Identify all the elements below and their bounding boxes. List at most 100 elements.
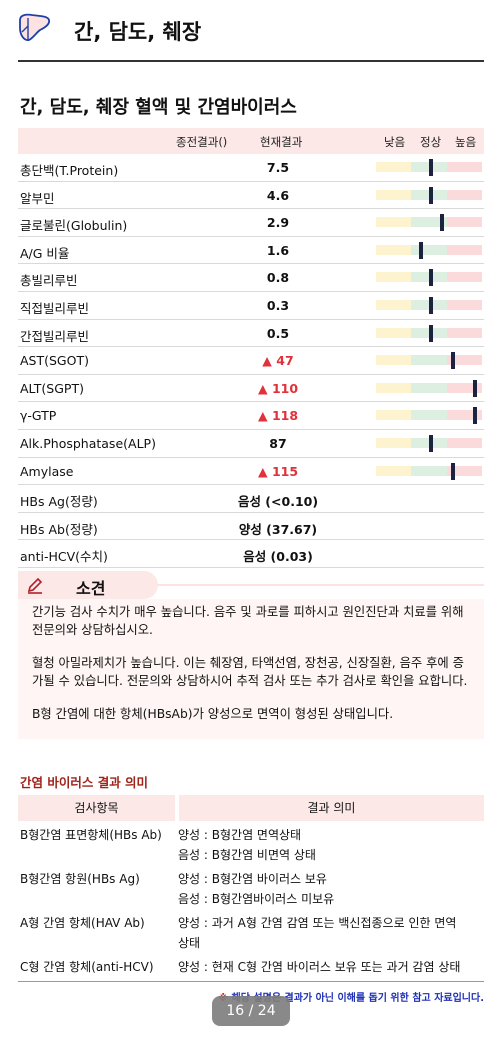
test-name: 총단백(T.Protein) — [20, 163, 119, 178]
virus-table: 검사항목 결과 의미 B형간염 표면항체(HBs Ab) 양성 : B형간염 면역… — [18, 795, 484, 981]
test-value: ▲ 110 — [240, 381, 316, 396]
value-text: 118 — [271, 408, 299, 424]
gauge-zone-low — [376, 162, 411, 172]
value-text: 양성 (37.67) — [238, 521, 318, 537]
footnote-text: 해당 설명은 결과가 아닌 이해를 돕기 위한 참고 자료입니다. — [231, 993, 484, 1004]
gauge-zone-norm — [411, 355, 447, 366]
col-high: 높음 — [455, 135, 477, 149]
gauge-zone-hi — [447, 244, 482, 255]
gauge-zone-hi — [447, 327, 482, 338]
virus-row: B형간염 항원(HBs Ag) 양성 : B형간염 바이러스 보유 음성 : B형간… — [18, 869, 484, 913]
value-text: 2.9 — [266, 215, 290, 231]
value-text: 1.6 — [266, 242, 290, 258]
page-indicator: 16 / 24 — [212, 996, 290, 1026]
opinion-label: 소견 — [76, 579, 106, 598]
test-value: 0.8 — [240, 270, 316, 285]
table-row: 총빌리루빈 0.8 — [18, 264, 484, 292]
test-value: ▲ 115 — [240, 464, 316, 479]
pencil-icon — [27, 577, 43, 594]
test-name: γ-GTP — [20, 408, 57, 424]
value-text: 0.8 — [266, 270, 290, 286]
value-text: 음성 (0.03) — [243, 549, 313, 565]
gauge-zone-low — [376, 382, 411, 393]
test-name: HBs Ag(정량) — [20, 494, 98, 510]
gauge-zone-norm — [411, 299, 447, 310]
col-low: 낮음 — [384, 135, 406, 149]
test-name: 직접빌리루빈 — [20, 300, 90, 316]
gauge-zone-low — [376, 272, 411, 283]
virus-result-meaning: 양성 : B형간염 면역상태 음성 : B형간염 비면역 상태 — [178, 825, 484, 865]
table-row: 알부민 4.6 — [18, 182, 484, 210]
range-gauge — [376, 407, 482, 425]
test-name: Amylase — [20, 463, 74, 479]
col-test-item: 검사항목 — [18, 795, 175, 821]
range-gauge — [376, 186, 482, 204]
liver-icon — [19, 13, 51, 41]
range-gauge — [376, 214, 482, 232]
section-title: 간, 담도, 췌장 혈액 및 간염바이러스 — [20, 97, 297, 118]
virus-table-header: 검사항목 결과 의미 — [18, 795, 484, 821]
table-row: HBs Ab(정량) 양성 (37.67) — [18, 513, 484, 541]
test-value: ▲ 118 — [240, 408, 316, 423]
range-gauge — [376, 324, 482, 342]
gauge-marker — [472, 379, 477, 397]
gauge-marker — [439, 214, 444, 232]
table-row: 간접빌리루빈 0.5 — [18, 320, 484, 348]
value-text: 110 — [271, 380, 299, 396]
col-normal: 정상 — [420, 135, 442, 149]
col-current: 현재결과 — [260, 135, 303, 149]
gauge-zone-norm — [411, 189, 447, 200]
test-value: 양성 (37.67) — [218, 519, 338, 538]
gauge-zone-norm — [411, 465, 447, 476]
gauge-zone-hi — [447, 162, 482, 172]
test-name: 총빌리루빈 — [20, 273, 78, 289]
table-row: 글로불린(Globulin) 2.9 — [18, 209, 484, 237]
test-name: anti-HCV(수치) — [20, 549, 108, 565]
table-row: 직접빌리루빈 0.3 — [18, 292, 484, 320]
table-row: A/G 비율 1.6 — [18, 237, 484, 265]
test-value: 4.6 — [240, 188, 316, 203]
test-value: 0.3 — [240, 298, 316, 313]
value-text: 47 — [276, 353, 294, 369]
opinion-paragraph: B형 간염에 대한 항체(HBsAb)가 양성으로 면역이 형성된 상태입니다. — [32, 707, 394, 721]
opinion-text: 간기능 검사 수치가 매우 높습니다. 음주 및 과로를 피하시고 원인진단과 … — [32, 604, 472, 740]
meaning-line: 양성 : B형간염 바이러스 보유 — [178, 872, 327, 886]
gauge-zone-norm — [411, 382, 447, 393]
high-flag-icon: ▲ — [257, 463, 268, 479]
gauge-zone-hi — [447, 465, 482, 476]
virus-result-meaning: 양성 : 과거 A형 간염 감염 또는 백신접종으로 인한 면역 상태 — [178, 913, 484, 953]
results-table: 종전결과() 현재결과 낮음 정상 높음 총단백(T.Protein) 7.5 알부… — [18, 128, 484, 568]
gauge-zone-hi — [447, 410, 482, 421]
test-name: A/G 비율 — [20, 245, 70, 261]
virus-section-title: 간염 바이러스 결과 의미 — [20, 775, 149, 790]
meaning-line: 음성 : B형간염바이러스 미보유 — [178, 892, 335, 906]
gauge-zone-norm — [411, 272, 447, 283]
gauge-zone-low — [376, 217, 411, 228]
table-row: ALT(SGPT) ▲ 110 — [18, 375, 484, 403]
opinion-paragraph: 혈청 아밀라제치가 높습니다. 이는 췌장염, 타액선염, 장천공, 신장질환,… — [32, 656, 468, 688]
opinion-tab: 소견 — [18, 571, 158, 599]
gauge-marker — [472, 407, 477, 425]
test-name: ALT(SGPT) — [20, 380, 84, 396]
gauge-zone-norm — [411, 244, 447, 255]
gauge-zone-hi — [447, 437, 482, 448]
value-text: 0.3 — [266, 297, 290, 313]
range-gauge — [376, 241, 482, 259]
range-gauge — [376, 269, 482, 287]
range-gauge — [376, 434, 482, 452]
opinion-box — [18, 599, 484, 739]
gauge-zone-low — [376, 327, 411, 338]
test-value: 음성 (0.03) — [218, 546, 338, 565]
high-flag-icon: ▲ — [257, 408, 268, 424]
test-name: 간접빌리루빈 — [20, 328, 90, 344]
meaning-line: 양성 : 과거 A형 간염 감염 또는 백신접종으로 인한 면역 — [178, 916, 457, 930]
opinion-paragraph: 간기능 검사 수치가 매우 높습니다. 음주 및 과로를 피하시고 원인진단과 … — [32, 605, 464, 637]
header-divider — [18, 60, 484, 62]
gauge-marker — [429, 324, 434, 342]
meaning-line: 양성 : 현재 C형 간염 바이러스 보유 또는 과거 감염 상태 — [178, 960, 461, 974]
gauge-zone-hi — [447, 382, 482, 393]
gauge-zone-norm — [411, 410, 447, 421]
gauge-marker — [451, 352, 456, 370]
meaning-line: 양성 : B형간염 면역상태 — [178, 828, 302, 842]
